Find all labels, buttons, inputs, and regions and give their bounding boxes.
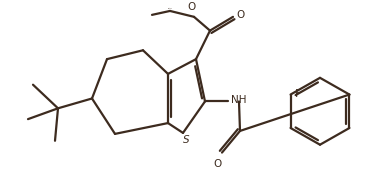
Text: NH: NH	[231, 95, 246, 105]
Text: O: O	[214, 160, 222, 169]
Text: F: F	[294, 89, 301, 99]
Text: O: O	[236, 10, 244, 20]
Text: S: S	[183, 135, 189, 145]
Text: O: O	[188, 2, 196, 12]
Text: methyl: methyl	[168, 8, 173, 9]
